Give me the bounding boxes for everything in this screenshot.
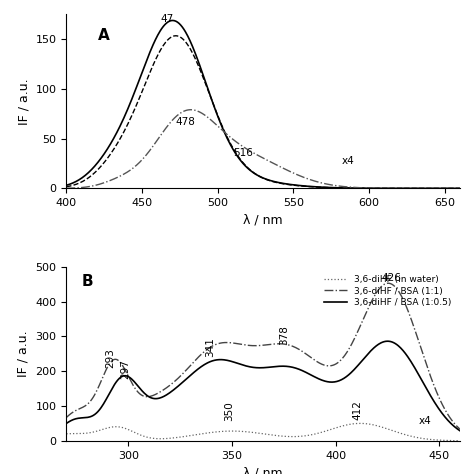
- Text: 412: 412: [352, 400, 362, 420]
- Text: 516: 516: [233, 148, 253, 158]
- X-axis label: λ / nm: λ / nm: [243, 214, 283, 227]
- Legend: 3,6-diHF (in water), 3,6-diHF / BSA (1:1), 3,6-diHF / BSA (1:0.5): 3,6-diHF (in water), 3,6-diHF / BSA (1:1…: [321, 271, 455, 311]
- Y-axis label: IF / a.u.: IF / a.u.: [17, 78, 30, 125]
- Text: 293: 293: [106, 348, 116, 368]
- Text: B: B: [82, 273, 94, 289]
- Text: 378: 378: [280, 326, 290, 346]
- X-axis label: λ / nm: λ / nm: [243, 466, 283, 474]
- Text: A: A: [98, 28, 109, 43]
- Y-axis label: IF / a.u.: IF / a.u.: [17, 330, 30, 377]
- Text: 350: 350: [224, 401, 234, 421]
- Text: x4: x4: [419, 416, 431, 426]
- Text: 426: 426: [381, 273, 401, 283]
- Text: x4: x4: [342, 156, 355, 166]
- Text: 47: 47: [160, 14, 173, 24]
- Text: 297: 297: [120, 359, 130, 379]
- Text: 341: 341: [205, 337, 215, 356]
- Text: 478: 478: [175, 117, 195, 127]
